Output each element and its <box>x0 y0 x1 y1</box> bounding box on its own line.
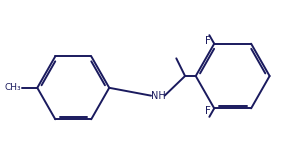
Text: F: F <box>205 36 211 46</box>
Text: CH₃: CH₃ <box>4 83 21 92</box>
Text: F: F <box>205 106 211 116</box>
Text: NH: NH <box>151 91 166 101</box>
